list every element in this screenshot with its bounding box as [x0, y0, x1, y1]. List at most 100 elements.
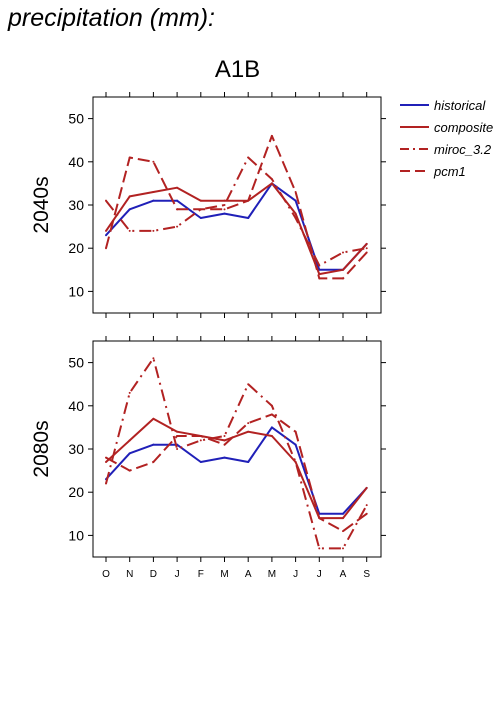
series-line-miroc-3-2	[105, 357, 368, 550]
page-title: precipitation (mm):	[8, 4, 215, 32]
y-tick-label: 10	[68, 527, 84, 543]
data-point-historical	[152, 443, 155, 446]
data-point-miroc-3-2	[128, 391, 131, 394]
x-tick-label: M	[268, 569, 276, 580]
x-tick-label: N	[126, 569, 133, 580]
data-point-pcm1	[342, 530, 344, 533]
data-point-miroc-3-2	[152, 229, 155, 232]
y-tick-label: 50	[68, 111, 84, 127]
data-point-composite	[223, 439, 226, 442]
series-line-pcm1	[105, 413, 368, 533]
data-point-pcm1	[105, 247, 107, 250]
data-point-pcm1	[318, 277, 321, 280]
data-point-pcm1	[152, 160, 155, 163]
legend-label: miroc_3.2	[434, 142, 492, 157]
data-point-miroc-3-2	[247, 383, 250, 386]
data-point-historical	[152, 199, 155, 202]
scenario-title: A1B	[214, 56, 261, 83]
data-point-historical	[294, 443, 297, 446]
data-point-pcm1	[294, 191, 297, 194]
data-point-miroc-3-2	[199, 439, 202, 442]
data-point-composite	[152, 417, 155, 420]
data-point-miroc-3-2	[223, 204, 226, 206]
data-point-pcm1	[128, 469, 131, 472]
data-point-pcm1	[128, 156, 131, 159]
data-point-historical	[247, 216, 250, 219]
data-point-pcm1	[365, 251, 368, 254]
data-point-historical	[294, 199, 297, 202]
data-point-pcm1	[318, 517, 321, 520]
data-point-miroc-3-2	[294, 460, 297, 463]
x-tick-label: A	[245, 569, 252, 580]
panel-label: 2080s	[30, 420, 53, 477]
data-point-historical	[128, 208, 131, 211]
data-point-pcm1	[270, 413, 273, 416]
data-point-composite	[365, 486, 368, 489]
data-point-miroc-3-2	[294, 216, 297, 219]
series-line-historical	[105, 182, 368, 271]
data-point-composite	[105, 460, 107, 463]
data-point-miroc-3-2	[176, 225, 179, 228]
data-point-miroc-3-2	[105, 199, 107, 202]
data-point-composite	[342, 268, 344, 271]
x-tick-label: D	[150, 569, 157, 580]
legend-label: pcm1	[433, 164, 466, 179]
data-point-historical	[128, 452, 131, 455]
data-point-pcm1	[199, 208, 202, 211]
data-point-miroc-3-2	[342, 547, 344, 550]
x-tick-label: A	[340, 569, 347, 580]
data-point-pcm1	[152, 460, 155, 463]
data-point-composite	[128, 439, 131, 442]
data-point-miroc-3-2	[318, 264, 321, 267]
series-line-composite	[105, 182, 368, 276]
data-point-historical	[342, 512, 344, 515]
data-point-pcm1	[105, 456, 107, 459]
data-point-composite	[294, 212, 297, 215]
data-point-miroc-3-2	[270, 404, 273, 407]
data-point-pcm1	[270, 134, 273, 137]
data-point-miroc-3-2	[365, 247, 368, 250]
y-tick-label: 10	[68, 283, 84, 299]
data-point-pcm1	[247, 199, 250, 202]
data-point-pcm1	[294, 430, 297, 433]
data-point-composite	[270, 182, 273, 185]
series-line-historical	[105, 426, 368, 515]
data-point-miroc-3-2	[128, 229, 131, 232]
data-point-miroc-3-2	[365, 504, 368, 507]
data-point-historical	[199, 216, 202, 219]
series-line-miroc-3-2	[105, 156, 367, 267]
x-tick-label: M	[220, 569, 228, 580]
x-tick-label: J	[293, 569, 298, 580]
y-tick-label: 20	[68, 484, 84, 500]
data-point-pcm1	[176, 435, 179, 438]
series-line-pcm1	[105, 134, 368, 280]
data-point-composite	[223, 199, 226, 202]
data-point-historical	[176, 199, 179, 202]
data-point-miroc-3-2	[176, 448, 179, 450]
data-point-composite	[270, 435, 273, 438]
data-point-pcm1	[247, 422, 250, 425]
data-point-historical	[199, 460, 202, 463]
data-point-composite	[342, 517, 344, 520]
data-point-pcm1	[199, 435, 202, 438]
data-point-composite	[176, 186, 179, 189]
data-point-composite	[199, 199, 202, 202]
y-tick-label: 30	[68, 441, 84, 457]
data-point-miroc-3-2	[105, 482, 107, 485]
data-point-composite	[247, 430, 250, 433]
y-tick-label: 50	[68, 355, 84, 371]
data-point-pcm1	[223, 443, 226, 446]
data-point-historical	[247, 460, 250, 463]
data-point-miroc-3-2	[342, 251, 344, 254]
x-tick-label: O	[102, 569, 110, 580]
data-point-pcm1	[223, 208, 226, 211]
y-tick-label: 20	[68, 240, 84, 256]
x-tick-label: J	[175, 569, 180, 580]
data-point-historical	[270, 426, 273, 429]
data-point-historical	[223, 212, 226, 215]
data-point-miroc-3-2	[270, 178, 273, 181]
series-line-composite	[105, 417, 368, 520]
data-point-pcm1	[176, 208, 179, 211]
y-tick-label: 40	[68, 398, 84, 414]
legend-label: composite	[434, 120, 493, 135]
